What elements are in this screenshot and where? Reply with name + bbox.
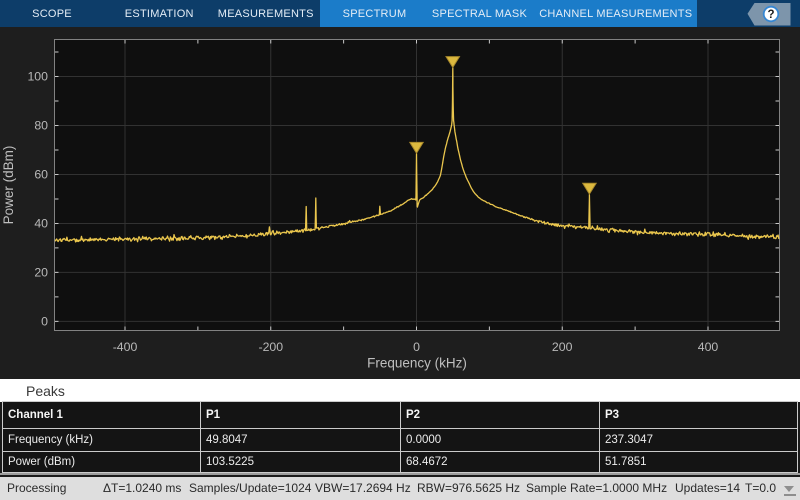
svg-text:40: 40 (34, 217, 48, 231)
svg-text:?: ? (767, 9, 774, 21)
svg-text:20: 20 (34, 266, 48, 280)
svg-text:-200: -200 (258, 340, 283, 354)
svg-text:Frequency (kHz): Frequency (kHz) (367, 356, 467, 371)
svg-text:0: 0 (413, 340, 420, 354)
svg-text:200: 200 (552, 340, 573, 354)
svg-text:80: 80 (34, 119, 48, 133)
svg-text:-400: -400 (113, 340, 138, 354)
svg-text:0: 0 (41, 315, 48, 329)
svg-text:100: 100 (27, 70, 48, 84)
svg-text:400: 400 (698, 340, 719, 354)
svg-text:60: 60 (34, 168, 48, 182)
svg-text:Power (dBm): Power (dBm) (1, 146, 16, 225)
